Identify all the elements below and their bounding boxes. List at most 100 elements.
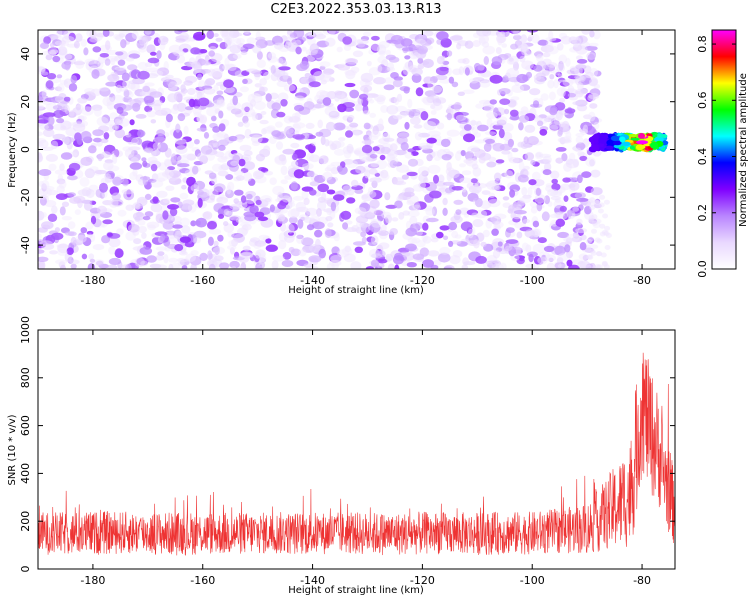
heatmap-cell	[540, 93, 549, 101]
heatmap-cell	[598, 136, 607, 144]
snr-series-line	[38, 352, 675, 556]
heatmap-cell	[52, 55, 61, 63]
heatmap-cell	[371, 253, 383, 259]
heatmap-cell	[144, 82, 155, 87]
heatmap-cell	[527, 34, 534, 40]
heatmap-cell	[588, 201, 595, 207]
heatmap-cell	[340, 95, 349, 105]
heatmap-cell	[60, 152, 73, 160]
heatmap-cell	[246, 68, 259, 73]
heatmap-cell	[216, 131, 227, 138]
heatmap-cell	[189, 255, 202, 266]
heatmap-cell	[405, 220, 412, 230]
heatmap-x-ticks: -180 -160 -140 -120 -100 -80	[80, 30, 651, 287]
heatmap-cell	[489, 74, 503, 84]
heatmap-cell	[520, 42, 528, 52]
heatmap-cell	[97, 61, 104, 69]
heatmap-cell	[597, 208, 604, 214]
heatmap-cell	[275, 141, 284, 150]
heatmap-cell	[571, 36, 582, 46]
heatmap-cell	[383, 84, 395, 91]
heatmap-cell	[596, 251, 603, 257]
heatmap-cell	[437, 174, 445, 183]
heatmap-cell	[106, 97, 115, 106]
heatmap-cell	[342, 36, 353, 45]
heatmap-cell	[355, 215, 369, 224]
heatmap-cell	[344, 82, 356, 88]
heatmap-cell	[229, 204, 241, 210]
heatmap-cell	[553, 68, 561, 76]
heatmap-cell	[309, 81, 321, 88]
heatmap-cell	[554, 262, 566, 269]
heatmap-cell	[41, 243, 55, 250]
heatmap-cell	[381, 224, 387, 232]
heatmap-cell	[461, 189, 468, 197]
heatmap-cell	[322, 97, 332, 106]
heatmap-cell	[163, 254, 169, 264]
heatmap-cell	[290, 142, 300, 149]
heatmap-cell	[38, 239, 43, 245]
heatmap-cell	[565, 250, 574, 259]
heatmap-cell	[303, 216, 312, 223]
heatmap-cell	[451, 230, 459, 239]
heatmap-cell	[509, 189, 516, 198]
heatmap-cell	[320, 79, 327, 85]
heatmap-cell	[547, 45, 559, 55]
heatmap-y-axis-label: Frequency (Hz)	[7, 112, 18, 188]
heatmap-cell	[295, 46, 302, 55]
heatmap-cell	[186, 153, 197, 161]
heatmap-cell	[322, 73, 332, 79]
heatmap-cell	[574, 147, 582, 153]
heatmap-cell	[212, 138, 218, 148]
heatmap-cell	[427, 250, 440, 257]
heatmap-cell	[117, 59, 126, 66]
heatmap-cell	[363, 31, 371, 37]
heatmap-cell	[501, 243, 513, 252]
heatmap-cell	[119, 118, 130, 127]
heatmap-cell	[54, 96, 64, 103]
heatmap-cell	[227, 63, 237, 71]
heatmap-cell	[628, 133, 638, 138]
heatmap-cell	[212, 125, 221, 133]
y-tick-label: 0	[19, 146, 32, 153]
heatmap-cell	[404, 55, 411, 60]
heatmap-cell	[350, 179, 359, 187]
heatmap-cell	[211, 115, 217, 122]
heatmap-cell	[162, 198, 171, 204]
heatmap-cell	[213, 183, 226, 193]
heatmap-cell	[56, 30, 63, 38]
heatmap-cell	[461, 187, 467, 193]
heatmap-cell	[591, 220, 598, 226]
heatmap-cell	[312, 221, 325, 230]
heatmap-cell	[335, 140, 345, 148]
heatmap-cell	[52, 133, 66, 140]
heatmap-cell	[173, 129, 183, 139]
heatmap-cell	[358, 152, 369, 162]
heatmap-cell	[143, 95, 155, 104]
heatmap-cell	[589, 103, 598, 109]
heatmap-cell	[206, 106, 218, 117]
heatmap-cell	[504, 53, 512, 58]
heatmap-cell	[215, 37, 223, 42]
heatmap-cell	[83, 47, 89, 56]
heatmap-cell	[53, 109, 64, 119]
heatmap-cell	[652, 134, 658, 138]
heatmap-cell	[38, 66, 46, 72]
heatmap-cell	[80, 131, 92, 141]
heatmap-cell	[290, 160, 299, 168]
heatmap-cell	[64, 104, 70, 115]
heatmap-cell	[521, 49, 531, 56]
heatmap-cell	[207, 236, 214, 246]
heatmap-cell	[229, 247, 235, 255]
heatmap-cell	[548, 257, 554, 262]
heatmap-cell	[387, 263, 395, 269]
heatmap-cell	[75, 103, 81, 111]
heatmap-cell	[411, 73, 422, 83]
heatmap-cell	[142, 160, 148, 167]
colorbar-tick-label: 0.4	[696, 148, 709, 166]
heatmap-cell	[80, 156, 93, 166]
heatmap-cell	[325, 37, 336, 47]
heatmap-cell	[432, 85, 443, 94]
heatmap-cell	[402, 210, 411, 216]
heatmap-cell	[240, 51, 248, 56]
